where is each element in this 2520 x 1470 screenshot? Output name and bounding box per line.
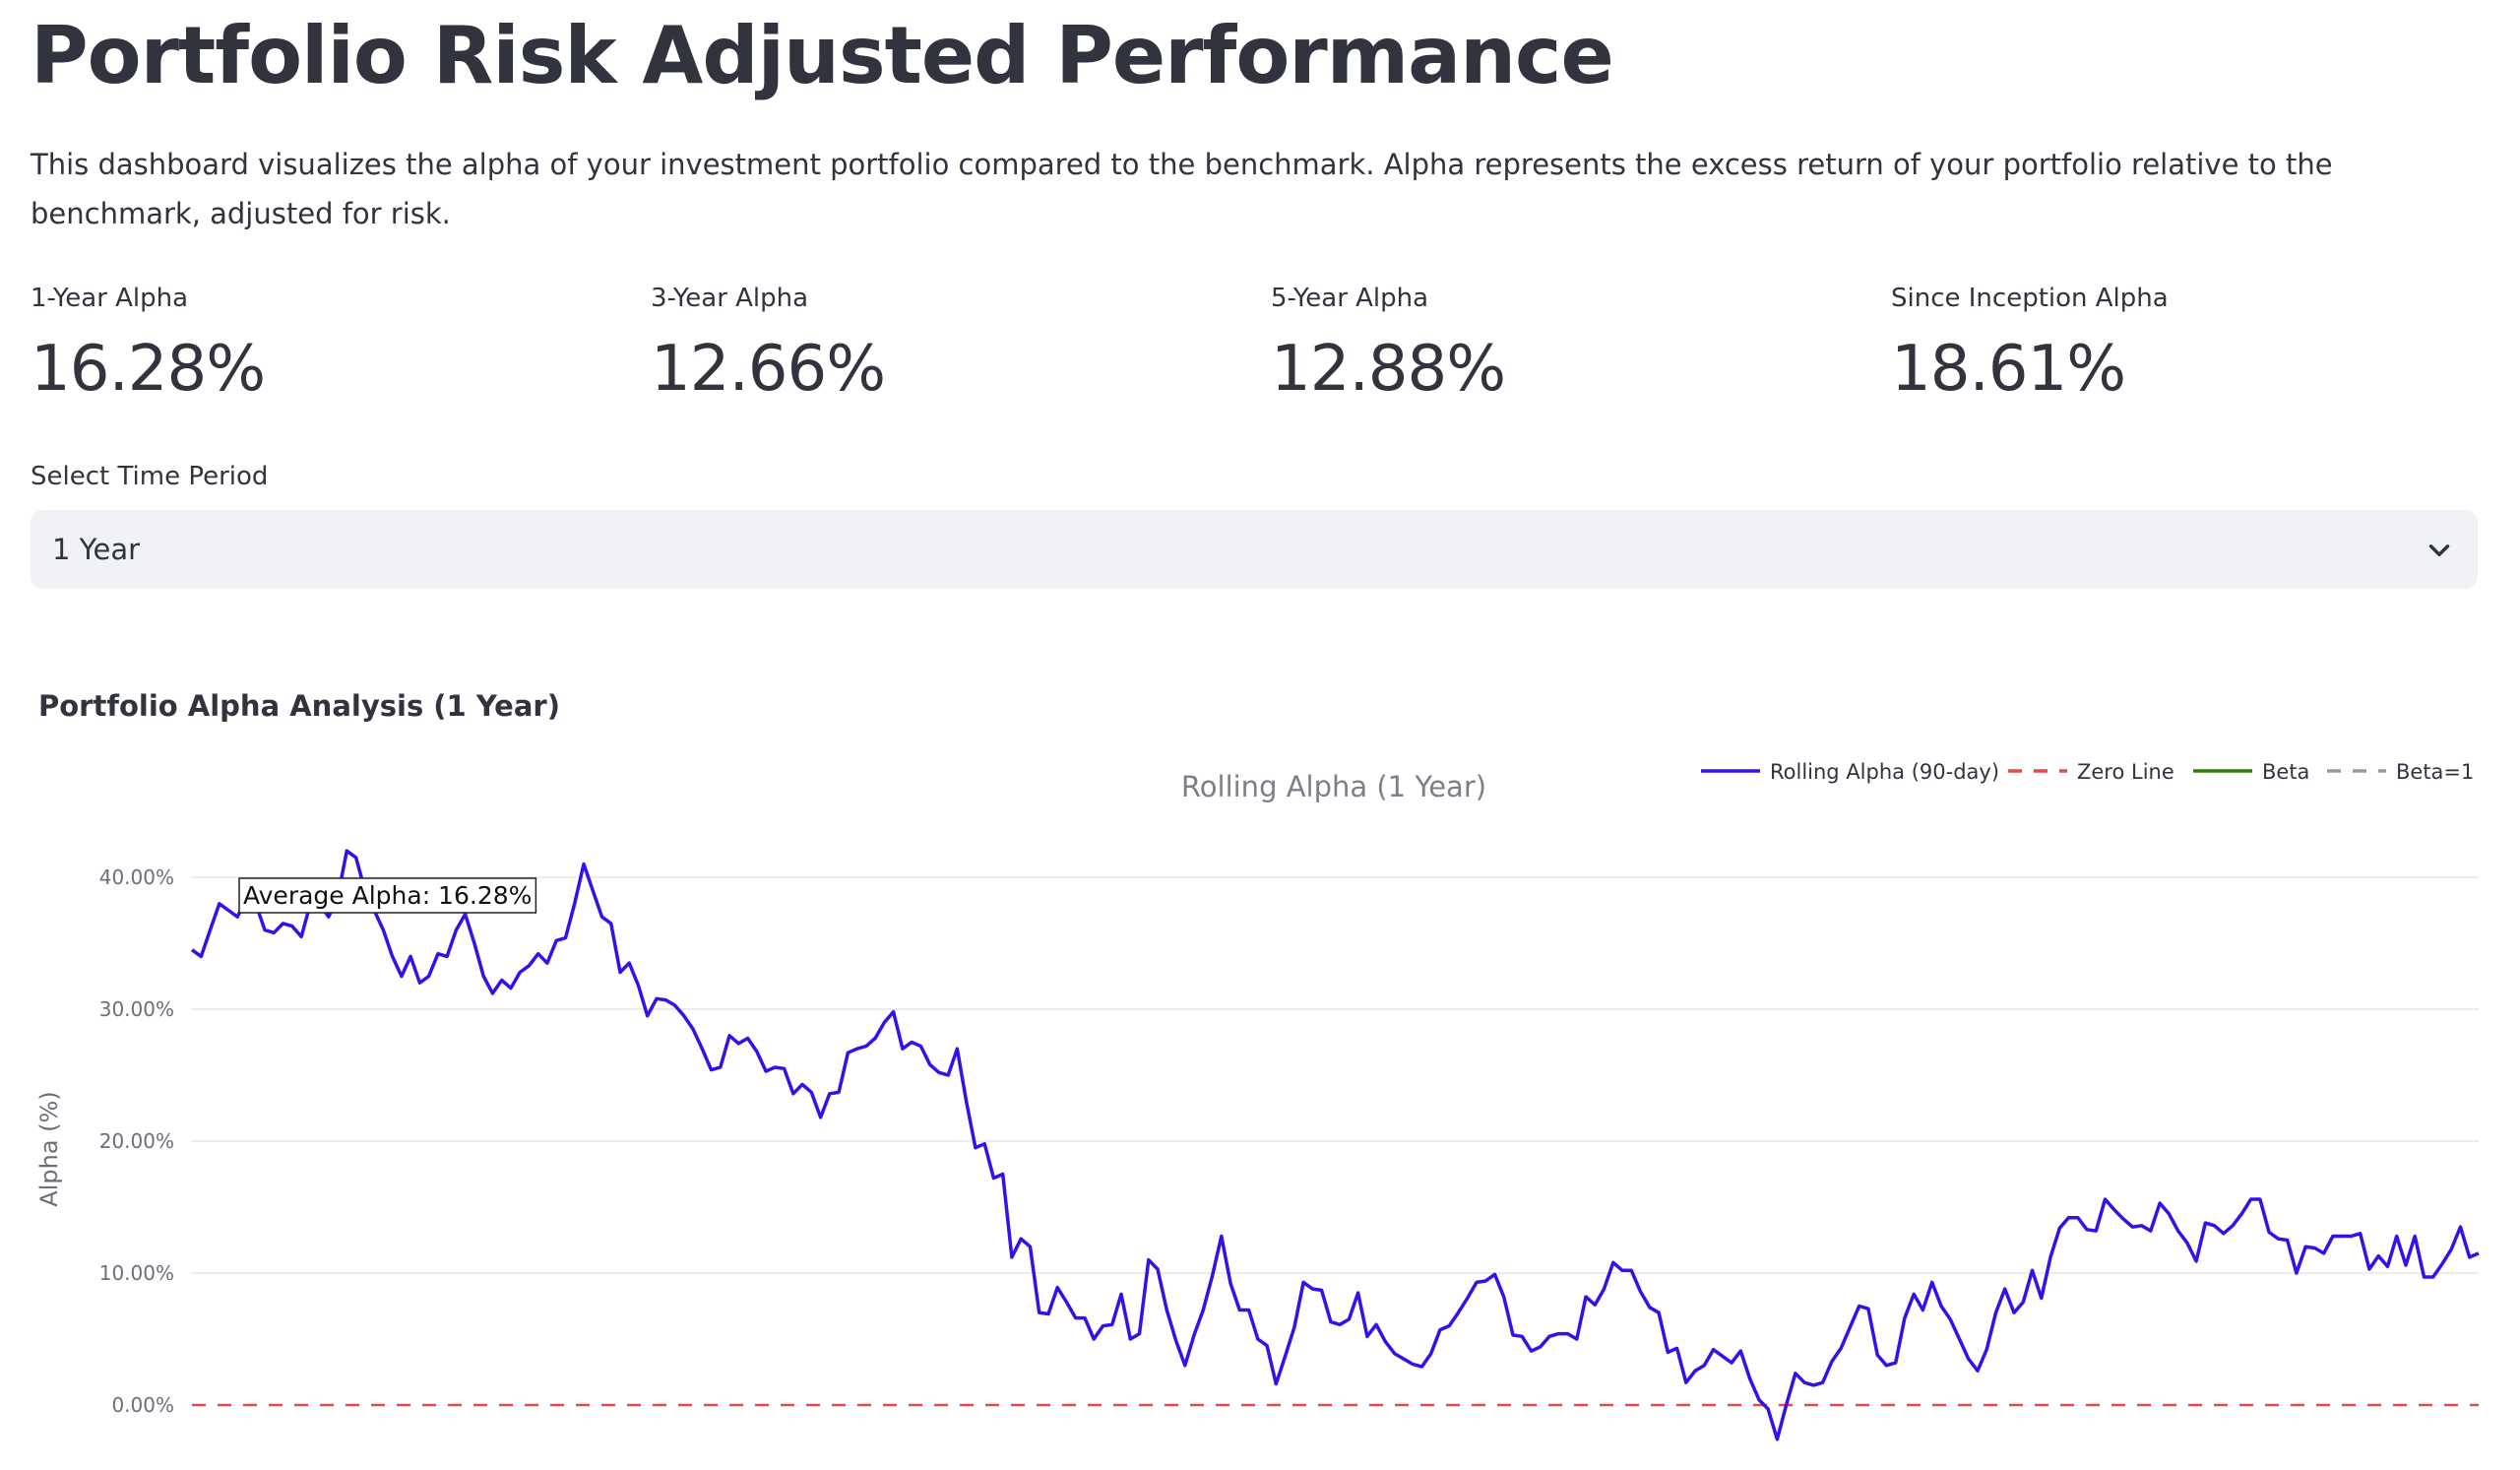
metric-5-year: 5-Year Alpha 12.88% xyxy=(1271,281,1861,409)
metric-1-year: 1-Year Alpha 16.28% xyxy=(31,281,621,409)
y-tick-label: 20.00% xyxy=(99,1129,174,1153)
page-description: This dashboard visualizes the alpha of y… xyxy=(31,148,2333,230)
metric-label: 5-Year Alpha xyxy=(1271,284,1429,313)
metric-label: Since Inception Alpha xyxy=(1891,284,2169,313)
y-tick-label: 40.00% xyxy=(99,865,174,889)
legend-entry: Beta xyxy=(2262,760,2309,784)
page-title: Portfolio Risk Adjusted Performance xyxy=(31,10,1614,101)
annotation-text: Average Alpha: 16.28% xyxy=(243,881,532,910)
time-period-value: 1 Year xyxy=(52,533,141,566)
metric-value: 16.28% xyxy=(31,333,266,406)
chart-legend: Rolling Alpha (90-day) Zero Line Beta Beta=… xyxy=(1701,760,2474,784)
metric-value: 12.66% xyxy=(651,333,886,406)
metric-since-inception: Since Inception Alpha 18.61% xyxy=(1891,281,2482,409)
rolling-alpha-line xyxy=(190,849,2480,1441)
y-tick-label: 30.00% xyxy=(99,997,174,1021)
section-title: Portfolio Alpha Analysis (1 Year) xyxy=(38,689,560,723)
metric-value: 12.88% xyxy=(1271,333,1506,406)
average-alpha-annotation: Average Alpha: 16.28% xyxy=(238,877,537,914)
legend-entry: Rolling Alpha (90-day) xyxy=(1770,760,1999,784)
metric-value: 18.61% xyxy=(1891,333,2126,406)
chart-title: Rolling Alpha (1 Year) xyxy=(1181,770,1486,803)
metric-label: 1-Year Alpha xyxy=(31,284,189,313)
legend-entry: Zero Line xyxy=(2077,760,2174,784)
y-axis-label: Alpha (%) xyxy=(35,1091,63,1206)
alpha-chart: 0.00%10.00%20.00%30.00%40.00% Alpha (%) … xyxy=(35,760,2480,1441)
metric-label: 3-Year Alpha xyxy=(651,284,809,313)
y-tick-label: 0.00% xyxy=(111,1393,174,1417)
time-period-label: Select Time Period xyxy=(31,462,269,491)
y-tick-label: 10.00% xyxy=(99,1261,174,1285)
chevron-down-icon[interactable] xyxy=(2423,534,2456,567)
legend-entry: Beta=1 xyxy=(2396,760,2474,784)
time-period-select[interactable]: 1 Year xyxy=(31,510,2478,589)
metric-3-year: 3-Year Alpha 12.66% xyxy=(651,281,1241,409)
annotation-box xyxy=(238,877,537,914)
